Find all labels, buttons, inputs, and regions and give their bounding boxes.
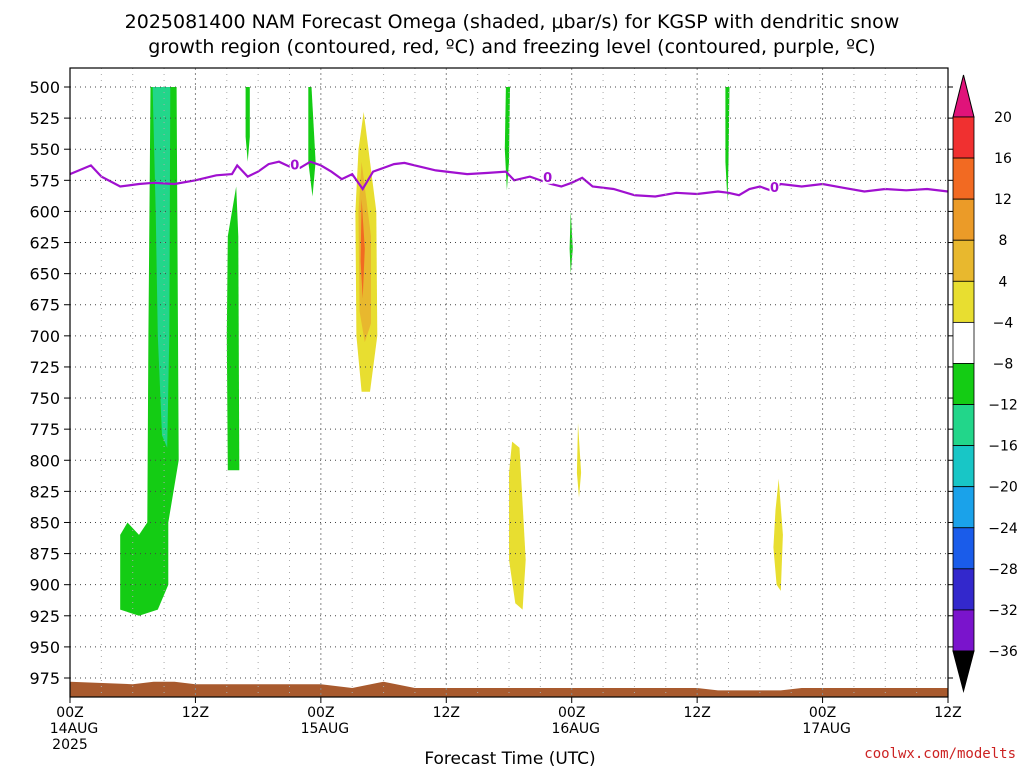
colorbar-band-6 (952, 363, 975, 405)
y-tick-label-13: 825 (29, 482, 60, 501)
y-tick-label-2: 550 (29, 140, 60, 159)
x-tick-label-2-1: 15AUG (301, 721, 350, 737)
colorbar-label-2: 12 (994, 192, 1012, 208)
colorbar-band-7 (952, 404, 975, 447)
y-tick-label-11: 775 (29, 420, 60, 439)
y-tick-label-3: 575 (29, 171, 60, 190)
contour-label-bg-2 (769, 179, 780, 194)
x-tick-label-0-1: 14AUG (50, 721, 99, 737)
colorbar-band-0 (952, 116, 975, 159)
contour-label-bg-0 (289, 157, 300, 172)
x-tick-label-6-1: 17AUG (802, 721, 851, 737)
freezing-level-line (69, 160, 949, 198)
colorbar-band-5 (952, 321, 975, 364)
colorbar: 20 16 12 8 4 −4 −8 −12 −16 −20 −24 −28 −32 −36 (952, 74, 1018, 693)
contour-label-bg-1 (542, 169, 553, 184)
colorbar-label-8: −16 (988, 439, 1018, 455)
colorbar-label-7: −12 (988, 398, 1018, 414)
colorbar-band-12 (952, 609, 975, 652)
colorbar-label-6: −8 (993, 356, 1014, 372)
x-tick-label-7-0: 12Z (934, 705, 961, 721)
colorbar-top-arrow (952, 74, 975, 118)
y-tick-label-0: 500 (29, 78, 60, 97)
y-tick-label-18: 950 (29, 638, 60, 657)
y-axis-ticks: 500 525 550 575 600 625 650 675 700 725 750 775 800 8… (29, 78, 953, 688)
x-tick-label-6-0: 00Z (809, 705, 836, 721)
colorbar-band-9 (952, 486, 975, 529)
y-tick-label-15: 875 (29, 545, 60, 564)
plot-area: 0 0 0 (69, 68, 949, 697)
colorbar-label-13: −36 (988, 644, 1018, 660)
colorbar-label-4: 4 (999, 274, 1008, 290)
x-tick-label-4-1: 16AUG (551, 721, 600, 737)
x-tick-label-1-0: 12Z (182, 705, 209, 721)
omega-region-1 (152, 87, 171, 448)
y-tick-label-9: 725 (29, 358, 60, 377)
omega-region-11 (509, 441, 526, 610)
colorbar-band-2 (952, 198, 975, 241)
colorbar-label-5: −4 (993, 315, 1014, 331)
omega-region-2 (226, 186, 240, 471)
colorbar-band-8 (952, 445, 975, 488)
freezing-level-label-1: 0 (543, 171, 552, 186)
colorbar-band-4 (952, 280, 975, 323)
y-tick-label-19: 975 (29, 669, 60, 688)
colorbar-label-3: 8 (999, 233, 1008, 249)
colorbar-bottom-arrow (952, 650, 975, 693)
colorbar-band-10 (952, 527, 975, 570)
y-tick-label-17: 925 (29, 607, 60, 626)
y-tick-label-7: 675 (29, 296, 60, 315)
plot-frame (69, 67, 949, 698)
omega-region-10 (360, 199, 365, 299)
chart-title-line-1: 2025081400 NAM Forecast Omega (shaded, μ… (125, 11, 900, 33)
y-tick-label-8: 700 (29, 327, 60, 346)
x-tick-label-4-0: 00Z (558, 705, 585, 721)
x-tick-label-0-2: 2025 (52, 737, 88, 753)
y-tick-label-4: 600 (29, 202, 60, 221)
y-tick-label-1: 525 (29, 109, 60, 128)
colorbar-band-11 (952, 568, 975, 611)
freezing-level-label-0: 0 (290, 158, 299, 173)
y-tick-label-6: 650 (29, 265, 60, 284)
x-tick-label-2-0: 00Z (307, 705, 334, 721)
omega-region-12 (576, 422, 582, 498)
colorbar-label-9: −20 (988, 480, 1018, 496)
colorbar-label-12: −32 (988, 603, 1018, 619)
y-tick-label-10: 750 (29, 389, 60, 408)
colorbar-label-11: −28 (988, 562, 1018, 578)
x-axis-label: Forecast Time (UTC) (424, 749, 595, 768)
omega-region-13 (773, 478, 783, 591)
x-tick-label-5-0: 12Z (683, 705, 710, 721)
y-tick-label-14: 850 (29, 513, 60, 532)
colorbar-label-1: 16 (994, 151, 1012, 167)
omega-region-3 (245, 87, 250, 162)
terrain-fill (70, 681, 948, 697)
x-tick-label-0-0: 00Z (56, 705, 83, 721)
y-tick-label-5: 625 (29, 234, 60, 253)
colorbar-band-3 (952, 239, 975, 282)
y-tick-label-12: 800 (29, 451, 60, 470)
chart-title-line-2: growth region (contoured, red, ºC) and f… (148, 36, 875, 58)
colorbar-label-10: −24 (988, 521, 1018, 537)
plot-background (70, 68, 948, 697)
x-tick-label-3-0: 12Z (433, 705, 460, 721)
colorbar-band-1 (952, 157, 975, 200)
omega-region-4 (308, 87, 316, 197)
colorbar-label-0: 20 (994, 110, 1012, 126)
credit-text: coolwx.com/modelts (864, 746, 1016, 762)
freezing-level-label-2: 0 (770, 181, 779, 196)
y-tick-label-16: 900 (29, 576, 60, 595)
grid-lines (69, 67, 949, 698)
omega-region-7 (725, 87, 730, 202)
